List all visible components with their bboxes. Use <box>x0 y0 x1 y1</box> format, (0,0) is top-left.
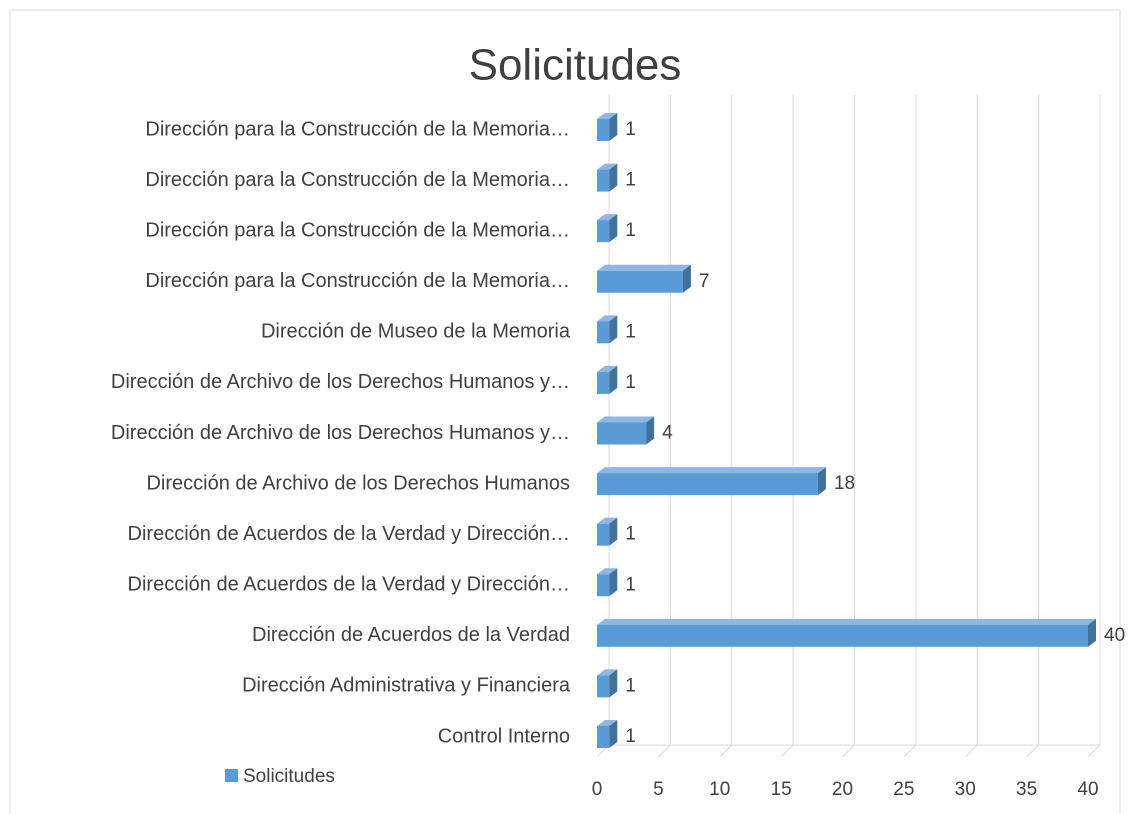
bar <box>597 675 610 698</box>
bar-top <box>597 618 1096 625</box>
floor-line <box>719 744 733 758</box>
bar-side <box>646 416 655 445</box>
data-label: 1 <box>625 675 636 696</box>
category-label: Dirección para la Construcción de la Mem… <box>145 270 570 292</box>
category-label: Dirección Administrativa y Financiera <box>242 675 571 697</box>
data-label: 1 <box>625 321 636 342</box>
bar <box>597 523 610 546</box>
category-label: Dirección de Archivo de los Derechos Hum… <box>111 371 570 393</box>
bar-side <box>609 720 618 748</box>
floor-line <box>1087 744 1101 758</box>
data-label: 1 <box>625 726 636 747</box>
bar-side <box>609 365 618 394</box>
floor-line <box>1026 744 1039 758</box>
x-tick-label: 30 <box>955 779 976 800</box>
bar-top <box>597 416 655 423</box>
bar <box>597 220 610 243</box>
category-label: Dirección de Acuerdos de la Verdad y Dir… <box>128 523 570 545</box>
bar <box>597 624 1088 647</box>
bar <box>597 574 610 597</box>
bar-top <box>597 163 618 170</box>
bar <box>597 270 683 293</box>
bar-side <box>609 568 618 597</box>
x-tick-label: 20 <box>832 779 853 800</box>
bar-top <box>597 365 618 372</box>
data-label: 1 <box>625 524 636 545</box>
category-label: Dirección de Acuerdos de la Verdad y Dir… <box>128 574 570 596</box>
floor-line <box>842 744 855 758</box>
category-label: Dirección para la Construcción de la Mem… <box>145 219 570 241</box>
data-label: 40 <box>1104 625 1125 646</box>
bar-top <box>597 214 618 221</box>
bar <box>597 169 610 192</box>
category-label: Dirección para la Construcción de la Mem… <box>145 118 570 140</box>
data-label: 1 <box>625 220 636 241</box>
category-label: Dirección de Museo de la Memoria <box>261 321 571 343</box>
bar-side <box>609 517 618 546</box>
x-tick-label: 40 <box>1077 779 1098 800</box>
bar-top <box>597 568 618 575</box>
bar-side <box>1088 618 1096 647</box>
data-label: 4 <box>662 423 673 444</box>
bar-side <box>609 315 618 344</box>
bar <box>597 371 610 394</box>
bar <box>597 321 610 344</box>
data-label: 7 <box>699 271 710 292</box>
category-label: Dirección de Acuerdos de la Verdad <box>252 624 570 646</box>
x-tick-label: 25 <box>893 779 914 800</box>
data-label: 1 <box>625 119 636 140</box>
chart-title: Solicitudes <box>469 41 682 90</box>
x-tick-label: 35 <box>1016 779 1037 800</box>
legend-label: Solicitudes <box>243 766 335 787</box>
bar <box>597 422 647 445</box>
x-tick-label: 0 <box>592 779 603 800</box>
x-tick-label: 15 <box>771 779 792 800</box>
bar-side <box>609 214 618 243</box>
data-label: 1 <box>625 170 636 191</box>
floor-line <box>780 744 794 758</box>
x-tick-label: 10 <box>709 779 730 800</box>
category-label: Dirección para la Construcción de la Mem… <box>145 169 570 191</box>
category-label: Dirección de Archivo de los Derechos Hum… <box>146 472 570 494</box>
chart-border <box>9 9 1121 814</box>
bar-top <box>597 669 618 676</box>
bar-top <box>597 517 618 524</box>
bar-side <box>682 264 691 293</box>
category-label: Control Interno <box>438 725 570 747</box>
bar-top <box>597 720 618 726</box>
bar-side <box>609 669 618 698</box>
category-label: Dirección de Archivo de los Derechos Hum… <box>111 422 570 444</box>
bar-top <box>597 315 618 322</box>
bar-side <box>817 467 826 496</box>
data-label: 18 <box>834 473 855 494</box>
floor-line <box>964 744 978 758</box>
bar <box>597 726 610 748</box>
bar-side <box>609 163 618 192</box>
x-tick-label: 5 <box>653 779 664 800</box>
data-label: 1 <box>625 372 636 393</box>
bar-top <box>597 467 826 474</box>
bar-top <box>597 264 691 271</box>
legend-swatch <box>225 769 238 782</box>
floor-line <box>658 744 671 758</box>
data-label: 1 <box>625 574 636 595</box>
bar-top <box>597 113 618 119</box>
bar <box>597 119 610 141</box>
bar <box>597 473 818 496</box>
floor-line <box>903 744 917 758</box>
bar-side <box>609 113 618 141</box>
